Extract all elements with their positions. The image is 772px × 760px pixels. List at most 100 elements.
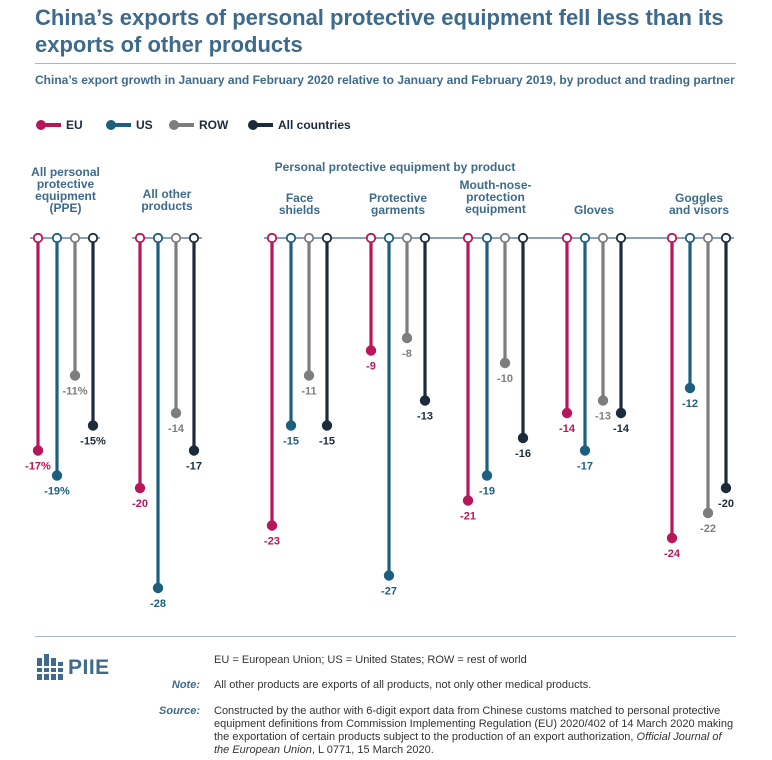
- group-label-line: Protective: [369, 191, 427, 205]
- value-label-all-other-products-all-countries: -17: [186, 461, 202, 473]
- point-protective-garments-row: [401, 332, 413, 344]
- group-label-line: (PPE): [49, 201, 81, 215]
- ppe-by-product-header: Personal protective equipment by product: [275, 160, 516, 174]
- value-label-goggles-and-visors-row: -22: [700, 523, 716, 535]
- legend-label-eu: EU: [66, 118, 83, 132]
- point-gloves-all-countries: [615, 407, 627, 419]
- top-marker-mouth-nose-protection-equipment-all-countries: [517, 232, 529, 244]
- value-label-face-shields-all-countries: -15: [319, 436, 335, 448]
- point-protective-garments-us: [383, 570, 395, 581]
- group-label-face-shields: Face shields: [279, 191, 321, 217]
- group-label-line: equipment: [35, 189, 96, 203]
- value-label-gloves-us: -17: [577, 461, 593, 473]
- group-label-mouth-nose-protection-equipment: Mouth-nose-protection equipment: [460, 178, 532, 216]
- top-marker-gloves-all-countries: [615, 232, 627, 244]
- top-marker-all-other-products-eu: [134, 232, 146, 244]
- point-all-other-products-us: [152, 582, 164, 594]
- point-face-shields-row: [303, 370, 315, 381]
- top-marker-gloves-us: [579, 232, 591, 244]
- group-label-line: Mouth-nose-: [460, 178, 532, 192]
- point-all-personal-protective-equipment-ppe-row: [69, 370, 81, 381]
- legend-all-swatch-icon: [248, 120, 273, 130]
- value-label-mouth-nose-protection-equipment-eu: -21: [460, 511, 476, 523]
- point-face-shields-all-countries: [321, 420, 333, 431]
- top-marker-goggles-and-visors-all-countries: [720, 232, 732, 244]
- chart-subtitle: China’s export growth in January and Feb…: [35, 73, 735, 87]
- top-marker-goggles-and-visors-row: [702, 232, 714, 244]
- top-marker-gloves-row: [597, 232, 609, 244]
- top-marker-all-personal-protective-equipment-ppe-us: [51, 232, 63, 244]
- legend-eu-swatch-icon: [36, 120, 61, 130]
- group-label-line: Face: [286, 191, 314, 205]
- group-label-line: equipment: [465, 202, 526, 216]
- note-label: Note:: [171, 679, 200, 691]
- legend-us-swatch-icon: [106, 120, 131, 130]
- value-label-goggles-and-visors-eu: -24: [664, 548, 681, 560]
- point-goggles-and-visors-row: [702, 507, 714, 519]
- note-text: All other products are exports of all pr…: [214, 679, 592, 691]
- point-mouth-nose-protection-equipment-row: [499, 357, 511, 369]
- group-label-line: All other: [143, 187, 192, 201]
- top-marker-protective-garments-row: [401, 232, 413, 244]
- legend-label-us: US: [136, 118, 153, 132]
- top-marker-goggles-and-visors-eu: [666, 232, 678, 244]
- value-label-all-other-products-row: -14: [168, 423, 185, 435]
- abbreviations-text: EU = European Union; US = United States;…: [214, 654, 527, 666]
- value-label-goggles-and-visors-us: -12: [682, 398, 698, 410]
- value-label-face-shields-row: -11: [301, 386, 316, 398]
- value-label-goggles-and-visors-all-countries: -20: [718, 498, 734, 510]
- legend-label-all-countries: All countries: [278, 118, 351, 132]
- point-all-personal-protective-equipment-ppe-eu: [32, 445, 44, 456]
- point-goggles-and-visors-eu: [666, 532, 678, 544]
- point-gloves-eu: [561, 407, 573, 419]
- value-label-face-shields-us: -15: [283, 436, 299, 448]
- group-label-line: Gloves: [574, 203, 614, 217]
- group-label-line: Goggles: [675, 191, 723, 205]
- value-label-mouth-nose-protection-equipment-all-countries: -16: [515, 448, 531, 460]
- top-marker-all-personal-protective-equipment-ppe-all-countries: [87, 232, 99, 244]
- source-body: Constructed by the author with 6-digit e…: [214, 705, 734, 743]
- top-marker-face-shields-eu: [266, 232, 278, 244]
- group-label-protective-garments: Protective garments: [369, 191, 427, 217]
- top-marker-all-other-products-us: [152, 232, 164, 244]
- footer-divider: [35, 636, 736, 637]
- point-gloves-us: [579, 445, 591, 456]
- value-label-mouth-nose-protection-equipment-us: -19: [479, 486, 495, 498]
- point-gloves-row: [597, 395, 609, 406]
- top-marker-all-personal-protective-equipment-ppe-eu: [32, 232, 44, 244]
- point-protective-garments-eu: [365, 345, 377, 356]
- value-label-protective-garments-all-countries: -13: [417, 411, 433, 423]
- source-text: Constructed by the author with 6-digit e…: [214, 705, 734, 757]
- chart-title: China’s exports of personal protective e…: [35, 5, 724, 57]
- value-label-protective-garments-row: -8: [402, 348, 412, 360]
- group-label-line: and visors: [669, 203, 729, 217]
- top-marker-mouth-nose-protection-equipment-row: [499, 232, 511, 244]
- point-mouth-nose-protection-equipment-us: [481, 470, 493, 481]
- point-goggles-and-visors-all-countries: [720, 482, 732, 494]
- top-marker-face-shields-us: [285, 232, 297, 244]
- top-marker-all-personal-protective-equipment-ppe-row: [69, 232, 81, 244]
- top-marker-mouth-nose-protection-equipment-us: [481, 232, 493, 244]
- top-marker-face-shields-all-countries: [321, 232, 333, 244]
- point-mouth-nose-protection-equipment-eu: [462, 495, 474, 506]
- value-label-all-personal-protective-equipment-ppe-eu: -17%: [25, 461, 51, 473]
- value-label-protective-garments-us: -27: [381, 586, 397, 598]
- group-label-line: protection: [466, 190, 525, 204]
- value-label-gloves-row: -13: [595, 411, 611, 423]
- top-marker-all-other-products-row: [170, 232, 182, 244]
- point-all-personal-protective-equipment-ppe-all-countries: [87, 420, 99, 431]
- source-journal: Official Journal of the European Union: [214, 731, 722, 756]
- top-marker-face-shields-row: [303, 232, 315, 244]
- value-label-gloves-all-countries: -14: [613, 423, 630, 435]
- point-all-personal-protective-equipment-ppe-us: [51, 470, 63, 481]
- group-label-line: products: [141, 199, 193, 213]
- group-label-goggles-and-visors: Goggles and visors: [669, 191, 729, 217]
- source-label: Source:: [159, 705, 200, 717]
- value-label-all-other-products-eu: -20: [132, 498, 148, 510]
- point-all-other-products-eu: [134, 482, 146, 494]
- point-face-shields-us: [285, 420, 297, 431]
- value-label-protective-garments-eu: -9: [366, 361, 376, 373]
- top-marker-protective-garments-eu: [365, 232, 377, 244]
- title-divider: [35, 63, 736, 64]
- point-protective-garments-all-countries: [419, 395, 431, 406]
